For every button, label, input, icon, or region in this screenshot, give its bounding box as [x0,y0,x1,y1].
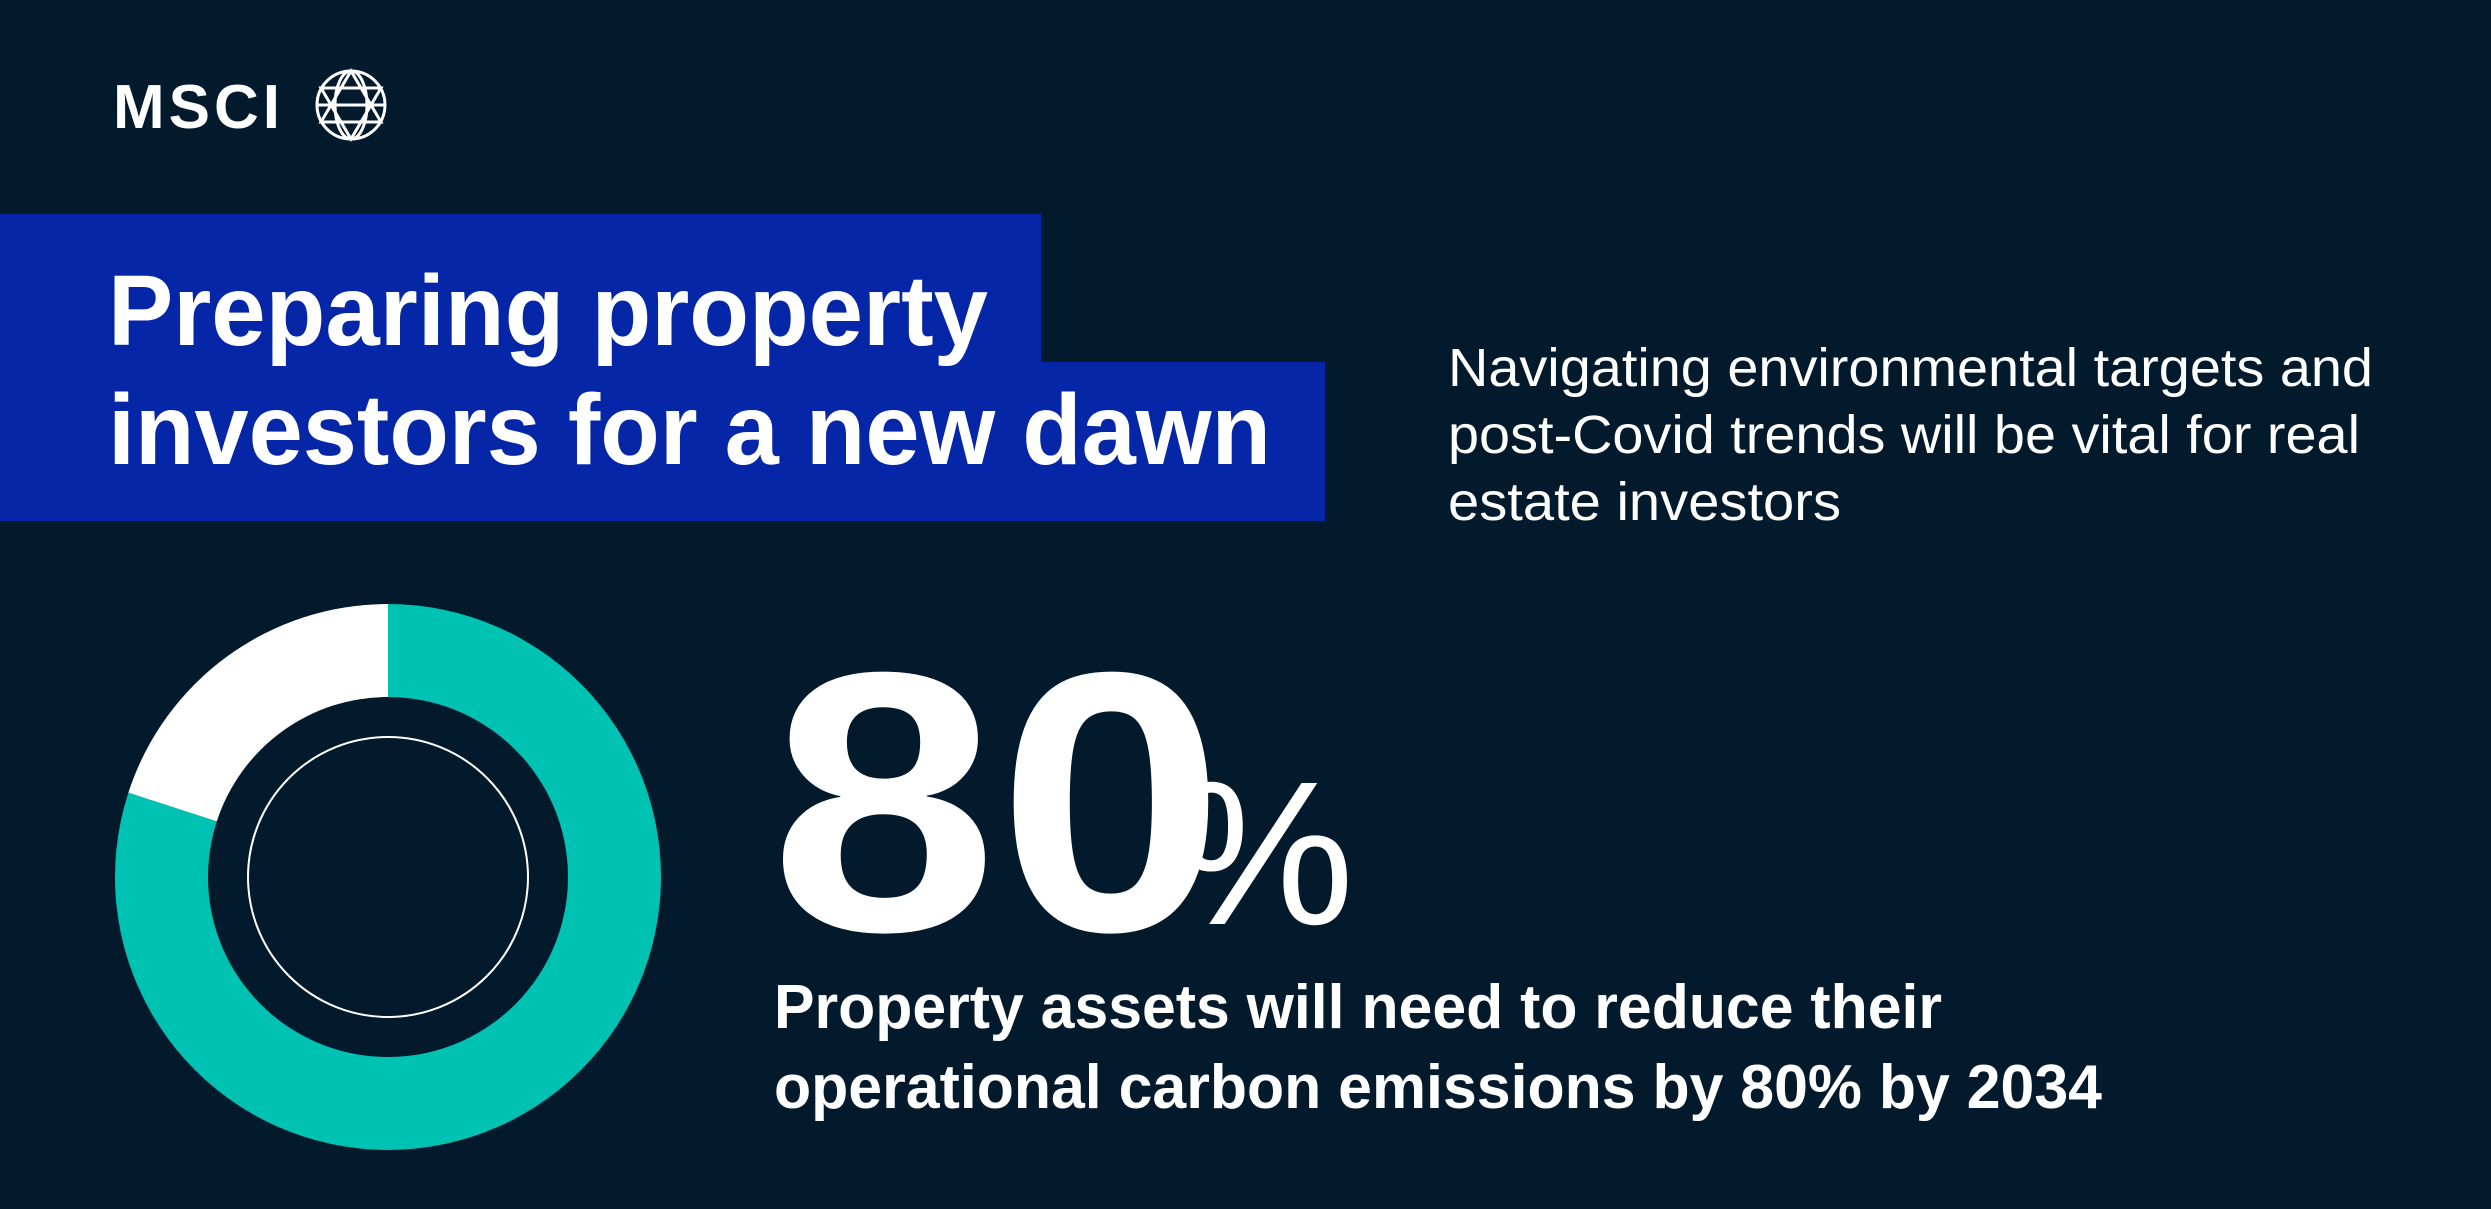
title-line: investors for a new dawn [108,374,1271,486]
title-box [0,362,1325,521]
subtitle-line: Navigating environmental targets and [1448,338,2373,398]
logo-text: MSCI [113,73,284,142]
donut-segment [128,604,388,822]
donut-chart [114,604,662,1150]
donut-inner-ring [247,736,529,1018]
title-line: Preparing property [108,255,988,367]
title-box [0,214,1041,364]
stat-unit: % [1172,739,1354,968]
body-line: operational carbon emissions by 80% by 2… [774,1053,2102,1122]
subtitle-line: estate investors [1448,472,1841,532]
stat-value: 80 [770,596,1225,1009]
body-line: Property assets will need to reduce thei… [774,973,1942,1042]
donut-segment [114,604,662,1150]
subtitle-line: post-Covid trends will be vital for real [1448,405,2360,465]
logo-globe [315,68,387,142]
